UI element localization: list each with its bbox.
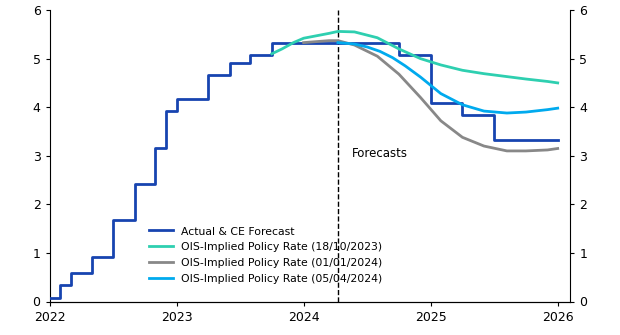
Legend: Actual & CE Forecast, OIS-Implied Policy Rate (18/10/2023), OIS-Implied Policy R: Actual & CE Forecast, OIS-Implied Policy… <box>149 226 383 284</box>
Text: Forecasts: Forecasts <box>352 147 408 160</box>
